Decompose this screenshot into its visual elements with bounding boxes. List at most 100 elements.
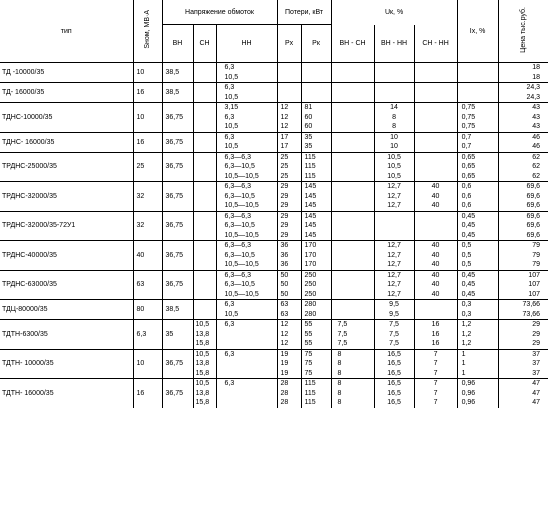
cell-v-bn: 38,5 <box>162 62 194 83</box>
cell-price: 62 <box>532 172 541 180</box>
cell-v-nn <box>216 339 278 349</box>
cell-uk-sn <box>414 102 458 113</box>
cell-uk-sn: 40 <box>414 250 458 260</box>
cell-uk-bn: 9,5 <box>374 309 415 320</box>
cell-v-sn: 13,8 <box>193 329 217 339</box>
cell-price: 69,6 <box>526 222 541 230</box>
table-row: ТДЦ-80000/35 80 38,5 6,3 63 280 9,5 0,3 73,66 <box>0 299 548 320</box>
cell-ix: 1 <box>457 348 499 359</box>
cell-uk-bn: 10,5 <box>374 162 415 172</box>
cell-uk-bs <box>331 92 375 103</box>
cell-price: 107 <box>528 281 541 289</box>
header-price: Цена тыс.руб. <box>498 0 548 63</box>
cell-px <box>277 82 302 93</box>
cell-v-nn: 10,5 <box>216 122 278 132</box>
table-row: 13,8 19 75 8 16,5 7 1 37 <box>0 359 548 369</box>
cell-uk-bn: 16,5 <box>374 359 415 369</box>
table-row: 10,5 24,3 <box>0 92 548 103</box>
cell-uk-bs <box>331 250 375 260</box>
cell-px: 19 <box>277 368 302 379</box>
cell-v-sn <box>193 72 217 83</box>
cell-uk-bs <box>331 269 375 280</box>
cell-uk-bs: 8 <box>331 348 375 359</box>
cell-uk-sn: 7 <box>414 348 458 359</box>
header-uk-group: Uк, % <box>331 0 458 25</box>
cell-price: 107 <box>498 269 548 280</box>
cell-ix: 0,75 <box>457 122 499 132</box>
cell-pk: 60 <box>301 112 332 122</box>
cell-uk-sn <box>414 221 458 231</box>
cell-v-nn: 6,3 <box>216 82 278 93</box>
cell-uk-sn <box>414 122 458 132</box>
cell-ix: 1,2 <box>457 319 499 330</box>
cell-v-bn: 35 <box>162 319 194 349</box>
cell-px: 29 <box>277 230 302 241</box>
cell-ix: 0,96 <box>457 378 499 389</box>
cell-type-name: ТДНС- 16000/35 <box>0 131 134 152</box>
cell-uk-bs <box>331 102 375 113</box>
cell-px: 17 <box>277 131 302 142</box>
cell-price: 37 <box>532 360 541 368</box>
cell-uk-sn <box>414 210 458 221</box>
cell-v-nn: 6,3—10,5 <box>216 250 278 260</box>
cell-price: 62 <box>532 163 541 171</box>
cell-snom: 6,3 <box>133 319 163 349</box>
cell-price: 24,3 <box>498 82 548 93</box>
cell-px <box>277 62 302 73</box>
cell-px: 36 <box>277 260 302 270</box>
cell-uk-bs <box>331 191 375 201</box>
cell-px: 50 <box>277 280 302 290</box>
cell-uk-bs <box>331 122 375 132</box>
cell-uk-sn <box>414 62 458 73</box>
cell-v-bn: 36,75 <box>162 269 194 300</box>
cell-price: 47 <box>498 378 548 389</box>
cell-uk-bn: 12,7 <box>374 240 415 251</box>
cell-uk-bn: 14 <box>374 102 415 113</box>
cell-px: 63 <box>277 299 302 310</box>
table-row: 6,3—10,5 50 250 12,7 40 0,45 107 <box>0 280 548 290</box>
cell-v-nn: 6,3—6,3 <box>216 240 278 251</box>
cell-uk-sn: 7 <box>414 368 458 379</box>
cell-v-sn: 10,5 <box>193 348 217 359</box>
cell-snom: 80 <box>133 299 163 320</box>
header-v-sn: СН <box>193 24 217 63</box>
cell-v-nn: 6,3 <box>216 348 278 359</box>
cell-uk-bs <box>331 72 375 83</box>
cell-uk-bs: 7,5 <box>331 339 375 349</box>
cell-uk-sn <box>414 151 458 162</box>
cell-ix: 0,5 <box>457 240 499 251</box>
cell-price: 46 <box>498 131 548 142</box>
cell-uk-bs: 7,5 <box>331 319 375 330</box>
cell-v-sn: 13,8 <box>193 359 217 369</box>
cell-px: 36 <box>277 240 302 251</box>
cell-uk-bs <box>331 181 375 192</box>
cell-price: 43 <box>532 123 541 131</box>
cell-uk-bs: 8 <box>331 388 375 398</box>
cell-uk-bn: 16,5 <box>374 378 415 389</box>
header-px: Рх <box>277 24 302 63</box>
cell-pk: 55 <box>301 329 332 339</box>
table-row: 6,3—10,5 36 170 12,7 40 0,5 79 <box>0 250 548 260</box>
cell-px: 29 <box>277 201 302 211</box>
cell-v-sn <box>193 142 217 152</box>
cell-uk-bs <box>331 221 375 231</box>
header-voltage-group: Напряжение обмоток <box>162 0 278 25</box>
table-row: ТДТН- 16000/35 16 36,75 10,5 6,3 28 115 8 16,5 7 0… <box>0 378 548 408</box>
cell-px: 12 <box>277 319 302 330</box>
cell-uk-sn: 7 <box>414 359 458 369</box>
cell-price: 37 <box>498 348 548 359</box>
cell-v-nn: 10,5 <box>216 142 278 152</box>
cell-uk-bn: 12,7 <box>374 191 415 201</box>
cell-type-name: ТДТН- 10000/35 <box>0 348 134 379</box>
cell-uk-sn: 16 <box>414 339 458 349</box>
cell-px: 28 <box>277 378 302 389</box>
cell-snom: 16 <box>133 82 163 103</box>
cell-snom: 16 <box>133 131 163 152</box>
cell-v-sn <box>193 151 217 162</box>
cell-uk-bn <box>374 92 415 103</box>
cell-pk: 60 <box>301 122 332 132</box>
cell-ix: 0,45 <box>457 280 499 290</box>
cell-uk-bn: 10 <box>374 142 415 152</box>
table-row: 15,8 28 115 8 16,5 7 0,96 47 <box>0 398 548 408</box>
header-uk-sn: СН - НН <box>414 24 458 63</box>
